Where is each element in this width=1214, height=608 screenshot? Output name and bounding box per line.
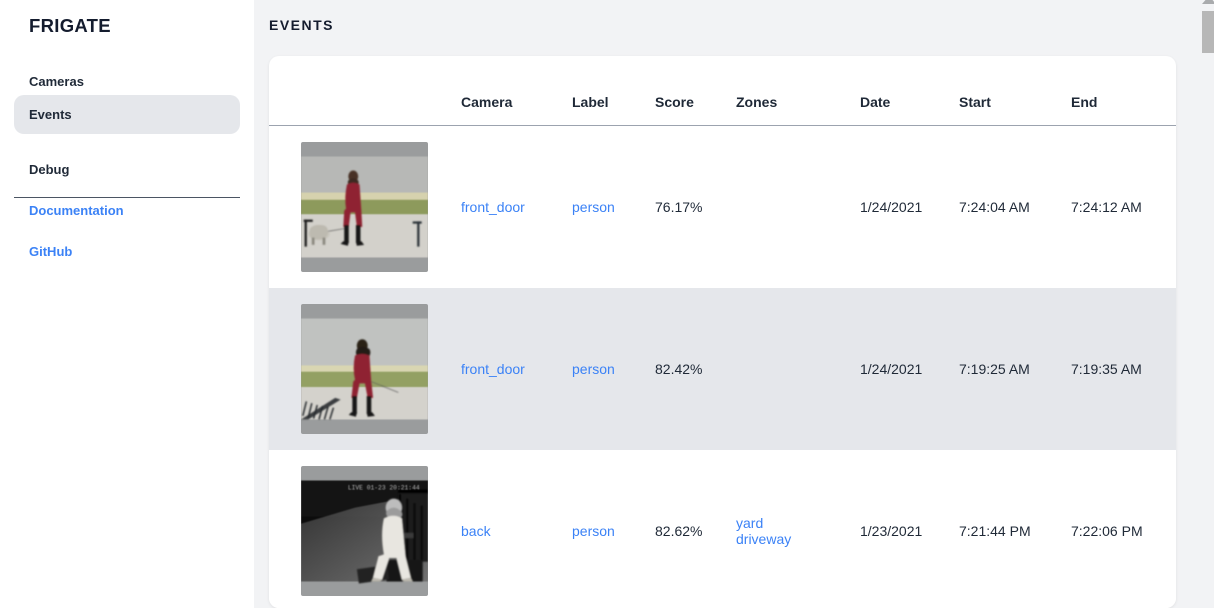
- svg-text:LIVE 01-23 20:21:44: LIVE 01-23 20:21:44: [348, 485, 420, 492]
